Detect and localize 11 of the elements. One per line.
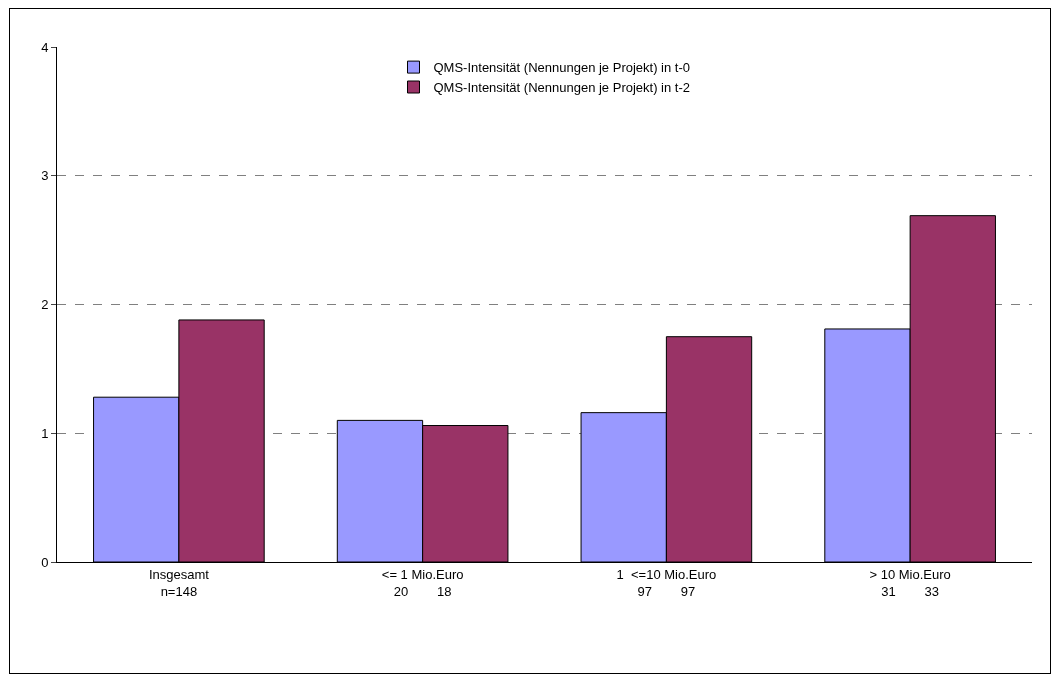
y-tick-label: 4 (41, 39, 49, 55)
y-tick-label: 0 (41, 554, 49, 570)
y-tick-label: 2 (41, 297, 49, 313)
y-tick-label: 1 (41, 425, 49, 441)
x-tick-label: Insgesamt n=148 (148, 566, 210, 599)
y-tick-label: 3 (41, 168, 49, 184)
legend-label: QMS-Intensität (Nennungen je Projekt) in t-0 (433, 60, 691, 76)
x-tick-label: 1 <=10 Mio.Euro 97 97 (616, 566, 717, 599)
x-tick-label: > 10 Mio.Euro 31 33 (869, 566, 951, 599)
legend-label: QMS-Intensität (Nennungen je Projekt) in t-2 (433, 80, 691, 96)
x-tick-label: <= 1 Mio.Euro 20 18 (381, 566, 464, 599)
